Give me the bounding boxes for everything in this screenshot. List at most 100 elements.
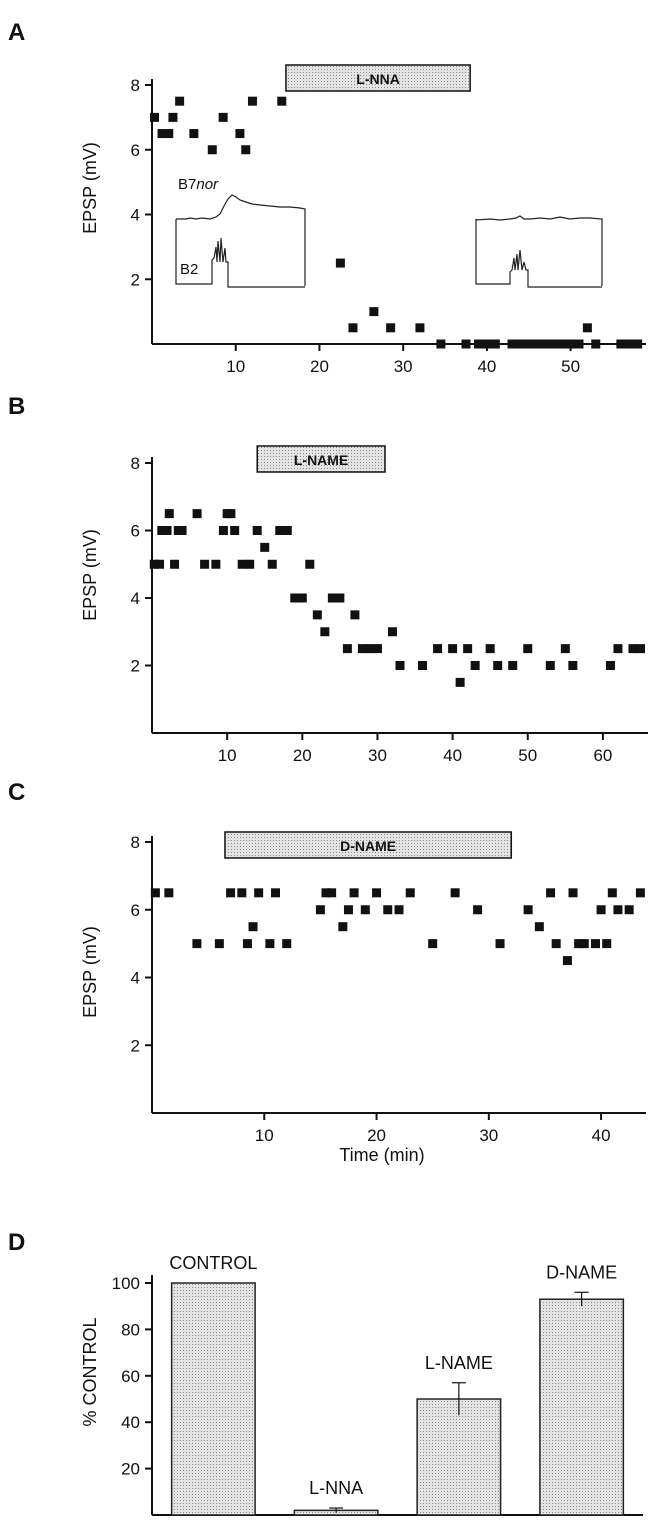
data-point [226,509,236,519]
drug-application-bar [256,445,386,473]
data-point [624,905,634,915]
data-point [277,96,287,106]
y-tick-label: 2 [131,270,140,289]
data-point [164,129,174,139]
data-point [214,939,224,949]
x-tick-label: 10 [255,1126,274,1145]
data-point [254,888,264,898]
x-tick-label: 40 [592,1126,611,1145]
data-point [523,644,533,654]
data-point [248,922,258,932]
x-tick-label: 20 [293,746,312,765]
data-point [463,644,473,654]
data-point [177,526,187,535]
x-tick-label: 30 [394,357,413,376]
axes-d: 20 40 60 80 100 CONTROL L-NNA L-NAME D-NAME [112,1253,643,1516]
data-point [335,258,345,268]
data-point [335,593,345,603]
data-point [551,939,561,949]
data-point [312,610,322,620]
y-tick-label: 8 [131,833,140,852]
x-tick-label: 10 [226,357,245,376]
data-point [507,339,517,349]
data-point [590,939,600,949]
panel-letter-d: D [8,1229,25,1256]
data-point [562,956,572,966]
x-tick-label: 60 [593,746,612,765]
y-tick-label: 4 [131,589,140,608]
data-point [579,939,589,949]
data-point [515,339,525,349]
y-axis-label-c: EPSP (mV) [80,926,100,1018]
data-point [342,644,352,654]
data-point [557,339,567,349]
data-point [164,509,174,519]
x-tick-label: 40 [477,357,496,376]
data-point [448,644,458,654]
data-point [247,96,257,106]
data-point [482,339,492,349]
data-point [218,526,228,535]
panel-letter-a: A [8,19,25,46]
data-point [350,610,360,620]
x-tick-label: 30 [479,1126,498,1145]
data-point [596,905,606,915]
data-point [168,112,178,122]
bar-d-name [539,1298,625,1516]
panel-c: C EPSP (mV) Time (min) 2 4 6 8 10 20 30 40 D-NAM… [8,779,646,1165]
data-point [568,888,578,898]
data-point [549,339,559,349]
data-point [241,145,251,155]
data-point [418,661,428,670]
data-point [455,677,465,687]
data-point [433,644,443,654]
data-point [436,339,446,349]
data-point [490,339,500,349]
data-point [150,888,160,898]
data-point [149,559,159,569]
bar-control [170,1282,256,1516]
y-tick-label: 6 [131,141,140,160]
data-point [290,593,300,603]
data-point [245,559,255,569]
data-point [338,922,348,932]
data-point [372,888,382,898]
data-point [616,339,626,349]
y-axis-label-a: EPSP (mV) [80,142,100,234]
y-tick-label: 4 [131,206,140,225]
data-point [242,939,252,949]
data-point [315,905,325,915]
bar-l-name [416,1398,502,1516]
data-point [624,339,634,349]
inset-label-b7nor: B7nor [178,176,219,193]
data-point [428,939,438,949]
y-tick-label: 8 [131,454,140,473]
data-point [211,559,221,569]
y-tick-label: 6 [131,901,140,920]
axes-b: 2 4 6 8 10 20 30 40 50 60 L-NAME [131,445,648,765]
x-tick-label: 20 [367,1126,386,1145]
x-tick-label: 30 [368,746,387,765]
data-point [387,627,397,637]
data-point [635,888,645,898]
data-point [633,339,643,349]
data-point [157,526,167,535]
data-point [321,888,331,898]
data-point [170,559,180,569]
axes-c: 2 4 6 8 10 20 30 40 D-NAME [131,831,646,1145]
data-point [508,661,518,670]
data-point [162,526,172,535]
data-point [275,526,285,535]
data-point [297,593,307,603]
data-point [150,112,160,122]
data-point [493,661,503,670]
data-point [394,905,404,915]
data-point [473,905,483,915]
inset-trace-left-top [176,194,306,286]
data-point [327,593,337,603]
data-point [613,905,623,915]
data-point [226,888,236,898]
data-point [395,661,405,670]
data-point [237,888,247,898]
drug-application-label: L-NNA [356,71,400,87]
